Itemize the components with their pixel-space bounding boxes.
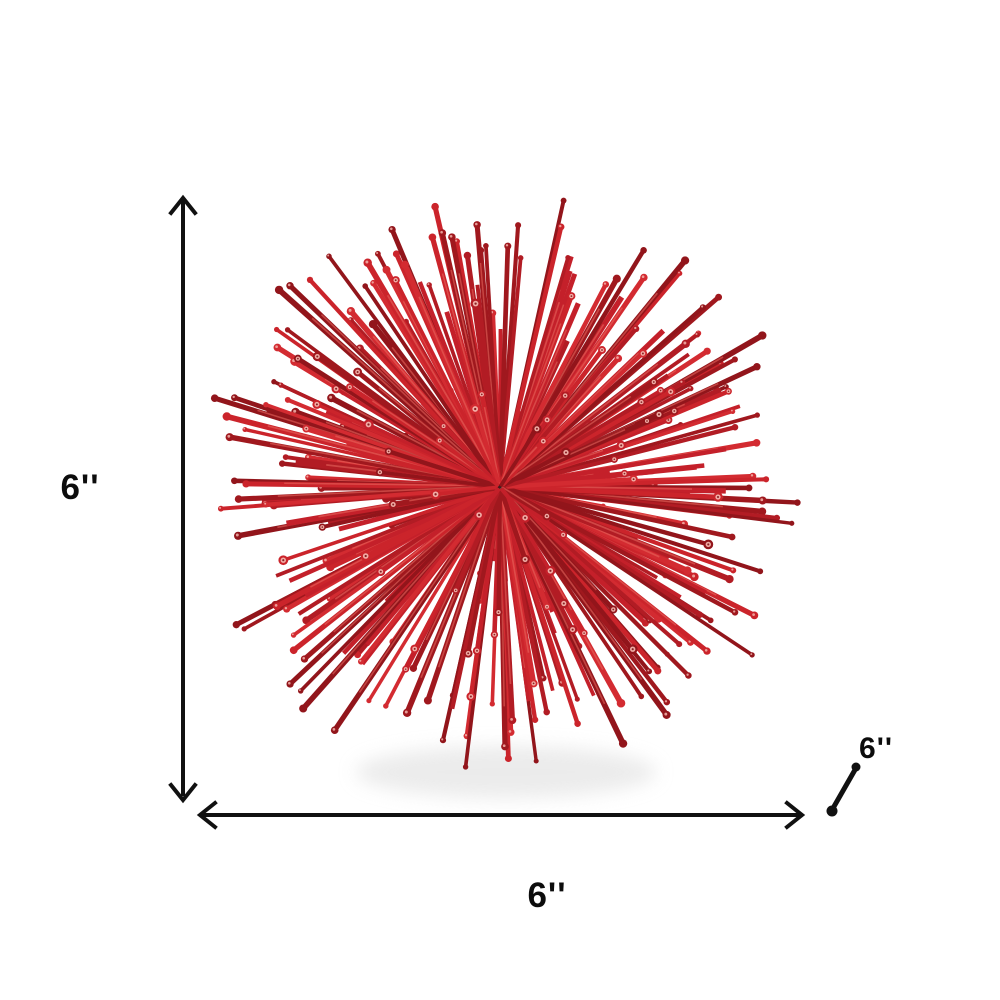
height-dimension-line — [168, 194, 198, 804]
depth-dimension-label: 6'' — [859, 732, 893, 765]
width-dimension-label: 6'' — [527, 876, 567, 915]
depth-dimension-line — [826, 762, 861, 817]
width-dimension-line — [196, 800, 806, 830]
height-dimension-label: 6'' — [60, 468, 100, 507]
